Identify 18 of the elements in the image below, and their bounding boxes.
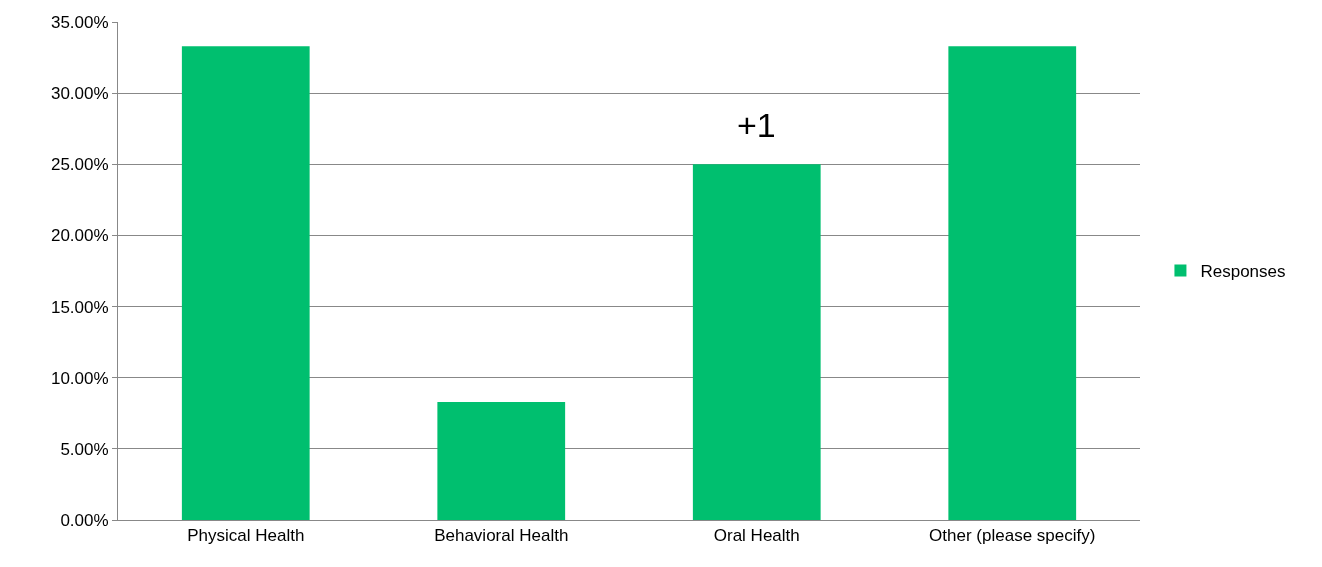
annotation: +1	[737, 106, 776, 144]
y-tick-label: 30.00%	[50, 84, 109, 104]
y-tick-label: 35.00%	[50, 12, 109, 32]
y-tick-label: 10.00%	[50, 368, 109, 388]
y-tick-label: 0.00%	[60, 510, 109, 530]
bar	[181, 46, 310, 520]
bar	[692, 164, 821, 520]
y-tick-label: 5.00%	[60, 439, 109, 459]
x-tick-label: Physical Health	[187, 526, 305, 546]
x-tick-label: Oral Health	[713, 526, 800, 546]
y-tick-label: 20.00%	[50, 226, 109, 246]
x-tick-label: Behavioral Health	[434, 526, 569, 546]
x-tick-label: Other (please specify)	[929, 526, 1096, 546]
y-tick-label: 15.00%	[50, 297, 109, 317]
legend-label: Responses	[1200, 262, 1286, 282]
bar	[437, 401, 566, 520]
y-tick-label: 25.00%	[50, 155, 109, 175]
bar	[948, 46, 1077, 520]
